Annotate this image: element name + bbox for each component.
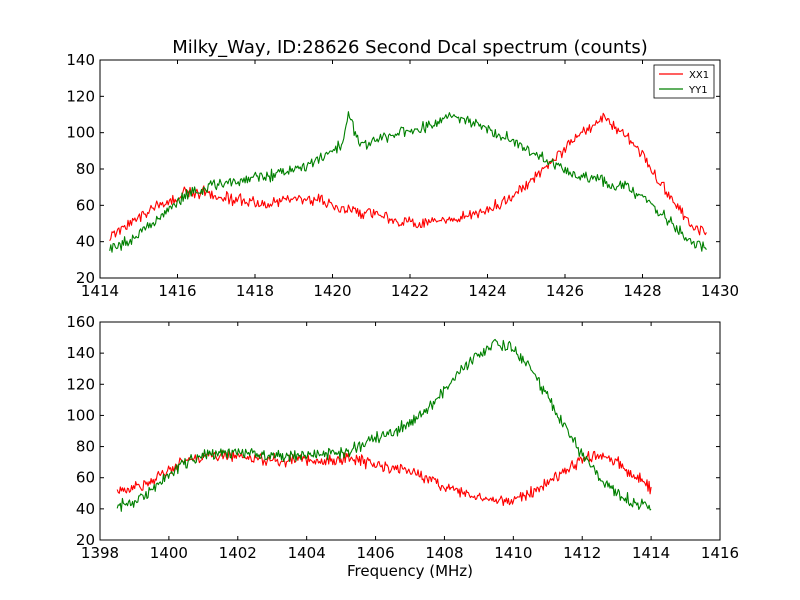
- legend-label-xx1: XX1: [689, 70, 709, 81]
- top-xtick-label: 1416: [158, 282, 196, 300]
- bottom-xtick-label: 1416: [701, 544, 739, 562]
- bottom-ytick-label: 160: [66, 313, 95, 331]
- top-legend: XX1 YY1: [653, 64, 715, 99]
- bottom-plot-xticks: 1398 1400 1402 1404 1406 1408 1410 1412 1414 1416: [81, 322, 739, 562]
- bottom-xtick-label: 1412: [563, 544, 601, 562]
- top-xtick-label: 1418: [236, 282, 274, 300]
- top-xtick-label: 1414: [81, 282, 119, 300]
- top-xtick-label: 1424: [468, 282, 506, 300]
- legend-label-yy1: YY1: [688, 85, 708, 96]
- bottom-ytick-label: 80: [76, 438, 95, 456]
- top-ytick-label: 80: [76, 160, 95, 178]
- bottom-xtick-label: 1408: [425, 544, 463, 562]
- bottom-ytick-label: 140: [66, 344, 95, 362]
- bottom-ytick-label: 60: [76, 469, 95, 487]
- legend-box: [653, 64, 715, 99]
- bottom-plot-frame: [99, 321, 721, 541]
- top-xtick-label: 1420: [313, 282, 351, 300]
- top-xtick-label: 1428: [623, 282, 661, 300]
- top-plot: 1414 1416 1418 1420 1422 1424 1426 1428 1430 20 4…: [66, 51, 739, 300]
- bottom-x-axis-label: Frequency (MHz): [347, 562, 473, 580]
- bottom-ytick-label: 100: [66, 406, 95, 424]
- top-plot-lines: [109, 111, 707, 253]
- top-plot-yticks: 20 40 60 80 100 120 140: [66, 51, 720, 287]
- bottom-xtick-label: 1400: [150, 544, 188, 562]
- bottom-plot-lines: [116, 338, 652, 512]
- bottom-series-line-1: [116, 338, 652, 512]
- bottom-plot: 1398 1400 1402 1404 1406 1408 1410 1412 1414 1416…: [66, 313, 739, 562]
- top-ytick-label: 20: [76, 269, 95, 287]
- bottom-xtick-label: 1414: [632, 544, 670, 562]
- bottom-series-line-0: [116, 450, 652, 507]
- bottom-ytick-label: 40: [76, 500, 95, 518]
- bottom-xtick-label: 1402: [219, 544, 257, 562]
- top-ytick-label: 40: [76, 233, 95, 251]
- top-xtick-label: 1422: [391, 282, 429, 300]
- bottom-ytick-label: 120: [66, 375, 95, 393]
- top-series-line-xx1: [109, 112, 707, 242]
- top-plot-xticks: 1414 1416 1418 1420 1422 1424 1426 1428 1430: [81, 60, 739, 300]
- bottom-xtick-label: 1398: [81, 544, 119, 562]
- top-chart-title: Milky_Way, ID:28626 Second Dcal spectrum…: [172, 37, 648, 58]
- top-ytick-label: 60: [76, 196, 95, 214]
- top-series-line-yy1: [109, 111, 707, 253]
- top-xtick-label: 1430: [701, 282, 739, 300]
- top-ytick-label: 120: [66, 87, 95, 105]
- bottom-xtick-label: 1410: [494, 544, 532, 562]
- top-xtick-label: 1426: [546, 282, 584, 300]
- bottom-xtick-label: 1406: [356, 544, 394, 562]
- top-plot-frame: [99, 59, 721, 279]
- top-ytick-label: 140: [66, 51, 95, 69]
- bottom-xtick-label: 1404: [288, 544, 326, 562]
- top-ytick-label: 100: [66, 124, 95, 142]
- bottom-ytick-label: 20: [76, 531, 95, 549]
